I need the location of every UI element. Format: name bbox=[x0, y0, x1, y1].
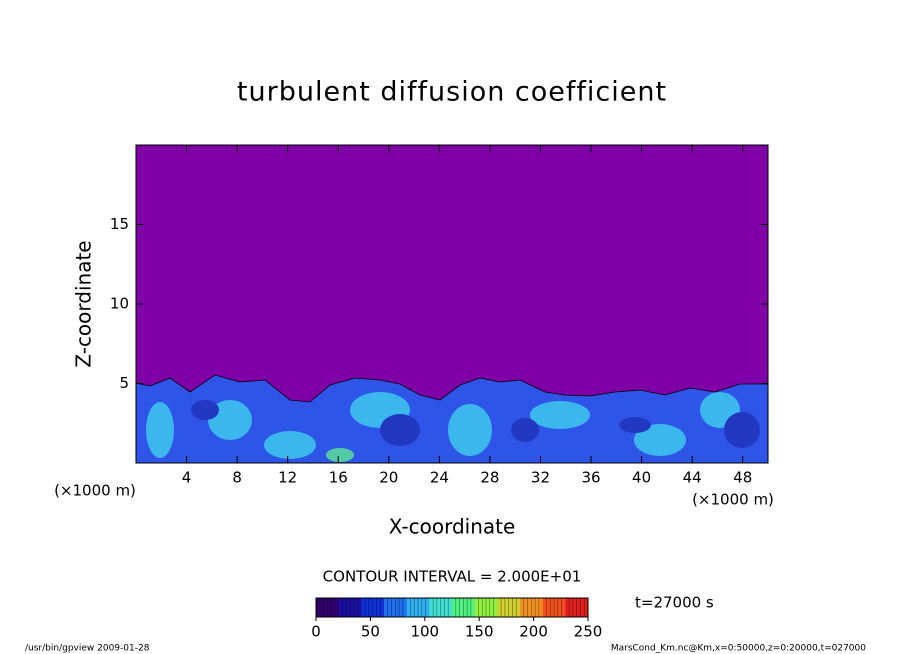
x-tick-label: 20 bbox=[379, 469, 398, 487]
colorbar-frame bbox=[315, 597, 589, 618]
x-tick-label: 12 bbox=[278, 469, 297, 487]
x-tick-label: 32 bbox=[531, 469, 550, 487]
x-tick-label: 36 bbox=[581, 469, 600, 487]
x-tick-label: 40 bbox=[632, 469, 651, 487]
x-tick-label: 8 bbox=[232, 469, 242, 487]
colorbar-tick-label: 250 bbox=[574, 623, 603, 641]
x-unit: (×1000 m) bbox=[692, 491, 774, 509]
x-tick-label: 24 bbox=[430, 469, 449, 487]
y-tick-label: 15 bbox=[110, 215, 129, 233]
contour-interval: CONTOUR INTERVAL = 2.000E+01 bbox=[323, 568, 582, 586]
footer-right: MarsCond_Km.nc@Km,x=0:50000,z=0:20000,t=… bbox=[611, 644, 866, 654]
chart-title: turbulent diffusion coefficient bbox=[237, 77, 667, 108]
time-label: t=27000 s bbox=[635, 594, 714, 612]
x-tick-label: 16 bbox=[329, 469, 348, 487]
colorbar-tick-label: 50 bbox=[361, 623, 380, 641]
colorbar-tick-label: 200 bbox=[519, 623, 548, 641]
turbulent-eddies bbox=[146, 392, 740, 462]
y-tick-label: 10 bbox=[110, 295, 129, 313]
x-tick-label: 44 bbox=[683, 469, 702, 487]
y-axis-label: Z-coordinate bbox=[72, 240, 96, 367]
eddy-cores bbox=[191, 400, 760, 448]
footer-left: /usr/bin/gpview 2009-01-28 bbox=[25, 644, 150, 654]
y-tick-label: 5 bbox=[119, 374, 129, 392]
x-tick-label: 48 bbox=[733, 469, 752, 487]
colorbar-tick-label: 150 bbox=[465, 623, 494, 641]
x-tick-label: 28 bbox=[480, 469, 499, 487]
y-unit: (×1000 m) bbox=[54, 482, 136, 500]
colorbar-tick-label: 0 bbox=[311, 623, 321, 641]
colorbar-tick-label: 100 bbox=[410, 623, 439, 641]
x-tick-label: 4 bbox=[182, 469, 192, 487]
x-axis-label: X-coordinate bbox=[389, 515, 516, 539]
